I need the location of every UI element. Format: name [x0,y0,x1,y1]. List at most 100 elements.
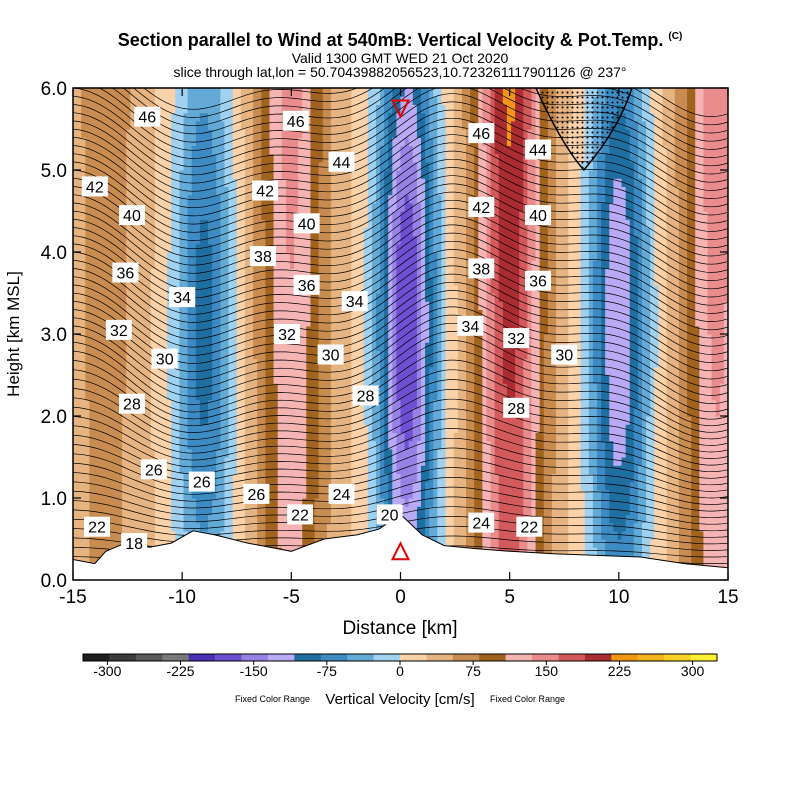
velocity-cell [249,161,254,171]
velocity-cell [388,334,393,343]
velocity-cell [163,161,168,171]
velocity-cell [101,194,107,204]
velocity-cell [281,375,287,384]
velocity-cell [269,112,275,122]
velocity-cell [220,514,226,524]
velocity-cell [363,211,369,220]
velocity-cell [134,88,140,97]
velocity-cell [314,366,320,376]
velocity-cell [85,407,90,417]
velocity-cell [400,440,406,450]
velocity-cell [138,325,144,335]
velocity-cell [228,530,234,540]
velocity-cell [158,268,164,278]
velocity-cell [101,145,107,155]
velocity-cell [277,161,283,171]
velocity-cell [167,448,172,458]
velocity-cell [335,416,340,425]
velocity-cell [77,399,82,409]
velocity-cell [392,293,397,302]
velocity-cell [85,547,90,556]
velocity-cell [208,153,213,163]
velocity-cell [204,399,209,409]
velocity-cell [134,506,140,515]
velocity-cell [175,227,181,237]
velocity-cell [232,350,238,360]
velocity-cell [302,358,307,368]
velocity-cell [281,186,287,196]
velocity-cell [232,219,238,228]
velocity-cell [220,235,226,245]
velocity-cell [150,432,156,442]
velocity-cell [85,219,90,228]
velocity-cell [240,391,246,401]
velocity-cell [363,334,369,343]
velocity-cell [73,235,78,245]
velocity-cell [277,530,283,540]
velocity-cell [335,399,340,409]
velocity-cell [216,153,221,163]
velocity-cell [347,211,352,220]
velocity-cell [298,104,303,114]
velocity-cell [371,227,377,237]
velocity-cell [355,317,361,327]
velocity-cell [269,407,275,417]
velocity-cell [130,457,135,466]
velocity-cell [355,407,361,417]
velocity-cell [380,473,385,483]
velocity-cell [318,432,324,442]
velocity-cell [232,440,238,450]
velocity-cell [249,104,254,114]
velocity-cell [388,498,393,507]
velocity-cell [392,170,397,179]
velocity-cell [261,235,266,245]
velocity-cell [343,178,348,187]
velocity-cell [232,514,238,524]
velocity-cell [204,202,209,212]
velocity-cell [343,120,348,130]
velocity-cell [351,96,357,105]
velocity-cell [273,276,279,286]
velocity-cell [343,407,348,417]
velocity-cell [261,424,266,433]
velocity-cell [240,473,246,483]
velocity-cell [224,522,230,532]
velocity-cell [118,457,123,466]
velocity-cell [306,342,312,351]
velocity-cell [101,104,107,114]
velocity-cell [359,276,365,286]
velocity-cell [220,170,226,179]
velocity-cell [322,465,328,474]
velocity-cell [240,260,246,269]
velocity-cell [81,416,86,425]
velocity-cell [150,407,156,417]
velocity-cell [404,178,410,187]
velocity-cell [158,498,164,507]
velocity-cell [130,145,135,155]
velocity-cell [89,448,95,458]
velocity-cell [134,317,140,327]
velocity-cell [118,120,123,130]
velocity-cell [355,375,361,384]
velocity-cell [236,186,242,196]
velocity-cell [408,366,414,376]
velocity-cell [73,506,78,515]
velocity-cell [388,260,393,269]
velocity-cell [294,309,299,319]
velocity-cell [367,366,373,376]
velocity-cell [236,243,242,253]
velocity-cell [93,161,99,171]
velocity-cell [175,161,181,171]
velocity-cell [163,325,168,335]
velocity-cell [208,268,213,278]
velocity-cell [208,120,213,130]
velocity-cell [396,309,402,319]
velocity-cell [277,170,283,179]
velocity-cell [404,260,410,269]
velocity-cell [208,252,213,261]
velocity-cell [408,399,414,409]
velocity-cell [318,325,324,335]
velocity-cell [367,202,373,212]
velocity-cell [396,104,402,114]
velocity-cell [163,235,168,245]
